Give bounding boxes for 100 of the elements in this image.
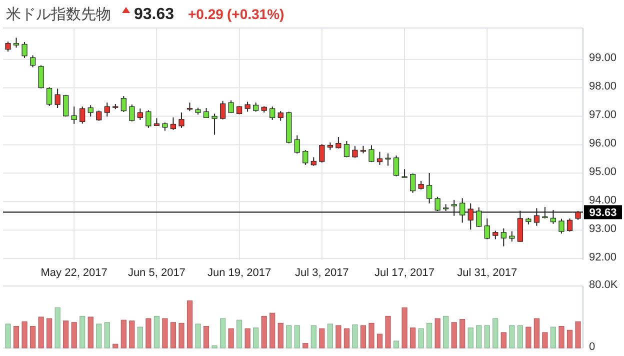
x-tick-label: Jun 5, 2017	[128, 267, 186, 279]
chart-title: 米ドル指数先物	[6, 5, 111, 23]
candlestick	[550, 209, 556, 224]
bar	[368, 322, 374, 348]
bar	[137, 326, 143, 348]
candlestick	[71, 106, 77, 124]
candlestick	[302, 150, 308, 166]
bar	[336, 325, 342, 348]
bar	[120, 320, 126, 348]
candlestick	[104, 102, 110, 118]
bar	[550, 326, 556, 348]
candlestick	[434, 196, 440, 212]
candlestick	[80, 106, 86, 124]
bar	[38, 316, 44, 348]
candlestick	[13, 37, 20, 48]
candlestick	[46, 86, 52, 106]
x-tick-label: Jun 19, 2017	[207, 267, 272, 279]
y-tick-label: 96.00	[589, 138, 617, 150]
candlestick	[484, 218, 490, 240]
bar	[80, 316, 86, 348]
bar	[63, 320, 69, 348]
candlestick	[344, 140, 350, 158]
bar	[129, 320, 135, 348]
text: 93.63	[134, 6, 174, 23]
bar	[352, 324, 358, 348]
bar	[558, 326, 564, 348]
bar	[509, 325, 515, 348]
candlestick	[129, 104, 135, 122]
bar	[96, 324, 102, 348]
bar	[327, 324, 333, 348]
candlestick	[500, 228, 506, 247]
candlestick	[410, 172, 416, 194]
candlestick	[476, 206, 482, 228]
y-tick-label: 0	[589, 340, 596, 353]
bar	[460, 319, 466, 348]
candlestick	[5, 41, 11, 52]
bar	[170, 322, 176, 348]
bar	[30, 326, 36, 348]
candlestick	[270, 106, 276, 120]
candlestick	[558, 218, 564, 234]
bar	[443, 316, 449, 348]
text: +0.29	[188, 6, 224, 22]
candlestick	[352, 146, 358, 158]
x-tick-label: May 22, 2017	[40, 267, 108, 279]
candlestick	[426, 172, 432, 204]
y-tick-label: 80.0K	[589, 278, 618, 291]
bar	[344, 328, 350, 348]
candlestick	[542, 206, 548, 219]
candlestick	[146, 110, 152, 128]
y-tick-label: 98.00	[589, 80, 617, 93]
bar	[426, 322, 432, 348]
candlestick	[376, 151, 383, 166]
candlestick	[278, 110, 284, 122]
bar	[186, 300, 193, 348]
candlestick	[393, 155, 400, 177]
bar	[517, 325, 523, 348]
bar	[500, 332, 506, 348]
candlestick	[244, 101, 250, 112]
bar	[319, 328, 325, 348]
bar	[360, 325, 366, 348]
candlestick	[566, 218, 573, 232]
bar	[434, 318, 440, 348]
bar	[492, 318, 498, 348]
bar	[212, 345, 218, 348]
candlestick	[170, 116, 176, 130]
bar	[71, 322, 77, 348]
candlestick	[534, 208, 540, 226]
candlestick	[220, 100, 226, 120]
y-tick-label: 94.00	[589, 194, 617, 206]
bar	[385, 316, 391, 348]
candlestick	[228, 100, 234, 114]
y-tick-label: 92.00	[589, 251, 617, 264]
bar	[402, 307, 408, 348]
bar	[310, 325, 316, 348]
bar	[236, 320, 242, 348]
bar	[286, 325, 292, 348]
bar	[376, 334, 383, 348]
candlestick	[253, 102, 259, 112]
bar	[261, 316, 267, 348]
candlestick	[294, 134, 300, 154]
bar	[146, 318, 152, 348]
candlestick	[54, 88, 60, 108]
bar	[566, 330, 573, 348]
candlestick	[178, 112, 184, 128]
bar	[220, 318, 226, 348]
bar	[451, 322, 457, 348]
bar	[253, 328, 259, 348]
candlestick	[96, 110, 102, 122]
bar	[228, 328, 234, 348]
candlestick	[22, 41, 28, 58]
bar	[542, 332, 548, 348]
bar	[418, 328, 424, 348]
y-tick-label: 95.00	[589, 166, 617, 178]
bar	[244, 328, 250, 348]
bar	[270, 312, 276, 348]
candlestick	[212, 113, 218, 136]
bar	[162, 318, 168, 348]
y-tick-label: 97.00	[589, 109, 617, 122]
bar	[302, 343, 308, 348]
bar	[484, 325, 490, 348]
